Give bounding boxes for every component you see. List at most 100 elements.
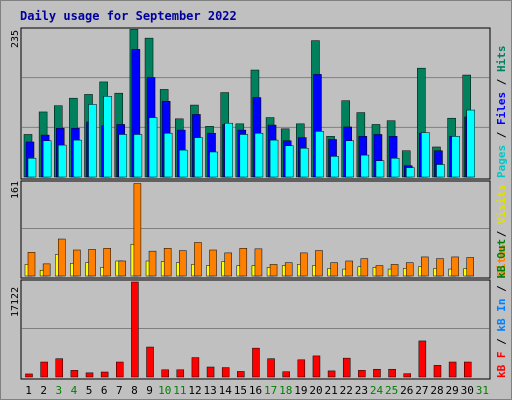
kb-bar: [267, 358, 275, 378]
pages-bar: [194, 137, 203, 178]
visits-legend: Sites / Visits: [495, 184, 508, 277]
pages-bar: [239, 134, 249, 178]
legend-kbf: kB F: [495, 352, 508, 379]
sites-bar: [103, 248, 111, 277]
day-label: 28: [430, 384, 443, 397]
sites-bar: [239, 248, 248, 277]
legend-sites: Sites: [495, 244, 508, 277]
day-label: 22: [340, 384, 353, 397]
sites-bar: [390, 264, 399, 277]
pages-bar: [284, 145, 294, 178]
pages-bar: [88, 104, 97, 178]
sites-bar: [163, 248, 172, 277]
day-label: 14: [219, 384, 233, 397]
legend-sep-3: /: [495, 224, 508, 244]
pages-bar: [224, 122, 233, 178]
sites-bar: [466, 257, 474, 277]
sites-bar: [73, 249, 81, 277]
sites-bar: [436, 258, 444, 277]
day-label: 20: [309, 384, 322, 397]
kb-bar: [312, 355, 321, 378]
day-label: 8: [131, 384, 138, 397]
kb-bar: [448, 361, 457, 378]
sites-bar: [133, 183, 142, 277]
day-label: 5: [86, 384, 93, 397]
sites-bar: [148, 250, 157, 277]
hits-ymax-label: 235: [10, 30, 21, 48]
day-label: 27: [415, 384, 428, 397]
day-label: 10: [158, 384, 171, 397]
kb-bar: [116, 361, 124, 378]
sites-bar: [269, 264, 278, 277]
legend-pages: Pages: [495, 145, 508, 178]
kb-bar: [358, 370, 366, 378]
sites-bar: [315, 250, 323, 277]
kb-bar: [282, 371, 290, 378]
day-label: 16: [249, 384, 262, 397]
sites-bar: [179, 250, 187, 277]
pages-bar: [254, 132, 264, 178]
kb-bar: [55, 358, 64, 378]
sites-bar: [88, 249, 96, 277]
pages-bar: [421, 132, 430, 178]
legend-sep-5: /: [495, 279, 508, 299]
sites-bar: [209, 249, 217, 277]
pages-bar: [42, 140, 52, 178]
kb-bar: [327, 370, 336, 378]
day-label: 12: [188, 384, 201, 397]
kb-bar: [433, 365, 442, 378]
sites-bar: [360, 258, 369, 277]
day-label: 18: [279, 384, 292, 397]
legend-files: Files: [495, 92, 508, 125]
legend-hits: Hits: [495, 46, 508, 73]
kb-bar: [297, 359, 306, 378]
sites-bar: [224, 252, 232, 277]
sites-bar: [421, 256, 429, 277]
kb-legend: kB F / kB In / kB Out: [495, 239, 508, 378]
legend-kbout: kB Out: [495, 239, 508, 279]
day-label: 26: [400, 384, 413, 397]
day-label: 30: [461, 384, 474, 397]
legend-visits: Visits: [495, 184, 508, 224]
pages-bar: [118, 134, 128, 178]
sites-bar: [254, 248, 263, 277]
pages-bar: [315, 131, 324, 178]
kb-bar: [373, 368, 381, 378]
day-label: 17: [264, 384, 277, 397]
sites-bar: [345, 260, 353, 277]
day-label: 24: [370, 384, 384, 397]
kb-bar: [146, 346, 154, 378]
visits-ymax-label: 161: [10, 181, 21, 199]
sites-bar: [405, 262, 414, 277]
pages-bar: [390, 157, 400, 178]
pages-bar: [330, 156, 339, 178]
pages-bar: [436, 164, 445, 178]
day-label: 13: [203, 384, 216, 397]
day-label: 29: [446, 384, 459, 397]
kb-bar: [85, 372, 94, 378]
pages-bar: [345, 140, 354, 178]
pages-bar: [405, 167, 415, 178]
kb-bar: [237, 371, 245, 378]
sites-bar: [375, 265, 384, 277]
legend-kbin: kB In: [495, 299, 508, 332]
kb-bar: [131, 281, 139, 378]
kb-bar: [25, 373, 33, 378]
sites-bar: [58, 238, 66, 277]
sites-bar: [194, 242, 202, 277]
day-label: 31: [476, 384, 489, 397]
pages-bar: [73, 139, 82, 178]
sites-bar: [27, 252, 36, 277]
day-label: 2: [40, 384, 47, 397]
pages-bar: [27, 157, 37, 178]
day-label: 4: [71, 384, 78, 397]
kb-ymax-label: 17122: [10, 287, 21, 317]
sites-bar: [451, 256, 459, 277]
day-label: 23: [355, 384, 368, 397]
pages-bar: [148, 117, 158, 178]
bars-layer: [23, 29, 475, 378]
day-label: 7: [116, 384, 123, 397]
day-label: 3: [56, 384, 63, 397]
